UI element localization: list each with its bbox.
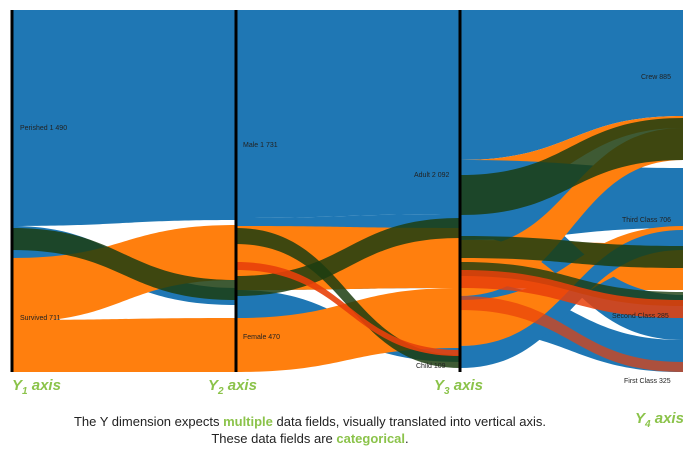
ribbon-highlight-red-3 xyxy=(460,296,683,372)
category-label-male: Male 1 731 xyxy=(243,142,278,149)
category-label-female: Female 470 xyxy=(243,334,280,341)
chart-canvas: Perished 1 490 Survived 711 Male 1 731 Fema… xyxy=(10,10,683,385)
ribbon-highlight-red-2 xyxy=(460,270,683,318)
category-label-perished: Perished 1 490 xyxy=(20,125,67,132)
caption-highlight-categorical: categorical xyxy=(336,431,406,446)
category-label-crew: Crew 885 xyxy=(641,74,671,81)
category-label-second-class: Second Class 285 xyxy=(612,313,669,320)
category-label-adult: Adult 2 092 xyxy=(414,172,450,179)
category-label-first-class: First Class 325 xyxy=(624,378,671,385)
axis-title-y3: Y3 axis xyxy=(434,377,483,397)
caption-highlight-multiple: multiple xyxy=(223,414,273,429)
ribbon-highlight-5 xyxy=(460,236,683,268)
axis-title-y4: Y4 axis xyxy=(635,410,683,430)
category-label-child: Child 109 xyxy=(416,363,446,370)
ribbon-highlight-6 xyxy=(460,262,683,306)
caption: The Y dimension expects multiple data fi… xyxy=(0,413,620,447)
ribbon-survived-female xyxy=(12,318,236,372)
parallel-sets-chart: Perished 1 490 Survived 711 Male 1 731 Fema… xyxy=(10,10,683,385)
ribbon-female-adult-surv xyxy=(236,288,460,372)
ribbon-highlight-2 xyxy=(236,228,460,368)
category-label-third-class: Third Class 706 xyxy=(622,217,671,224)
ribbon-perished-male xyxy=(12,10,236,226)
axis-title-y1: Y1 axis xyxy=(12,377,61,397)
caption-line-2: These data fields are categorical. xyxy=(211,431,409,446)
ribbon-highlight-4 xyxy=(460,118,683,215)
ribbon-highlight-1 xyxy=(12,228,236,300)
ribbon-highlight-red xyxy=(236,262,460,356)
axis-title-y2: Y2 axis xyxy=(208,377,257,397)
category-label-survived: Survived 711 xyxy=(20,315,60,322)
ribbon-adult-crew xyxy=(460,10,683,160)
caption-line-1: The Y dimension expects multiple data fi… xyxy=(73,414,547,429)
ribbon-male-adult xyxy=(236,10,460,218)
